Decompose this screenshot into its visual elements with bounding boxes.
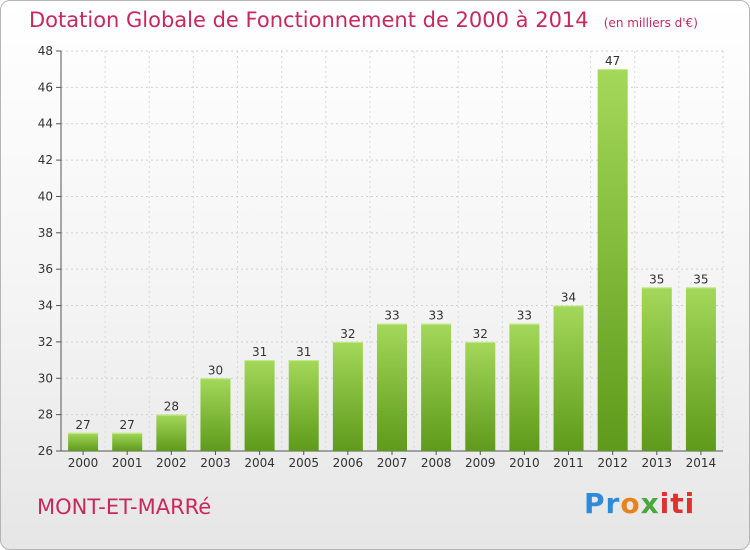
y-tick-label: 44 <box>38 117 53 131</box>
x-tick-label-2012: 2012 <box>597 456 628 470</box>
value-label-2000: 27 <box>75 418 90 432</box>
x-tick-label-2014: 2014 <box>686 456 717 470</box>
y-tick-label: 36 <box>38 262 53 276</box>
x-tick-label-2004: 2004 <box>244 456 275 470</box>
bar-2010 <box>509 323 540 451</box>
y-tick-label: 46 <box>38 80 53 94</box>
x-tick-label-2000: 2000 <box>68 456 99 470</box>
bar-2007 <box>376 323 408 451</box>
value-label-2001: 27 <box>120 418 135 432</box>
bar-2002 <box>156 414 187 451</box>
value-label-2004: 31 <box>252 345 267 359</box>
value-label-2003: 30 <box>208 363 223 377</box>
x-tick-label-2011: 2011 <box>553 456 584 470</box>
value-label-2008: 33 <box>428 309 443 323</box>
y-tick-label: 26 <box>38 444 53 458</box>
value-label-2009: 32 <box>473 327 488 341</box>
value-label-2010: 33 <box>517 309 532 323</box>
logo-part-2: o <box>620 487 641 520</box>
value-label-2005: 31 <box>296 345 311 359</box>
bar-2011 <box>553 305 584 451</box>
x-tick-label-2007: 2007 <box>377 456 408 470</box>
bar-2013 <box>641 287 672 451</box>
labels: 26 28 30 32 34 36 38 40 42 44 46 48 27 2000 27 2001 28 20… <box>38 44 716 470</box>
bar-2006 <box>332 341 363 451</box>
chart-title: Dotation Globale de Fonctionnement de 20… <box>29 8 589 32</box>
bar-2001 <box>112 432 143 451</box>
bar-2012 <box>597 69 628 451</box>
x-tick-label-2006: 2006 <box>333 456 364 470</box>
proxiti-logo[interactable]: Proxiti <box>584 487 695 520</box>
x-tick-label-2013: 2013 <box>642 456 673 470</box>
y-tick-label: 34 <box>38 299 53 313</box>
value-label-2006: 32 <box>340 327 355 341</box>
logo-part-1: Pr <box>584 487 621 520</box>
logo-part-4: iti <box>659 487 696 520</box>
chart-unit-note: (en milliers d'€) <box>603 16 698 30</box>
value-label-2014: 35 <box>693 272 708 286</box>
bar-2003 <box>200 378 231 451</box>
bar-2000 <box>68 432 99 451</box>
value-label-2011: 34 <box>561 291 576 305</box>
x-tick-label-2002: 2002 <box>156 456 187 470</box>
logo-part-3: x <box>640 487 660 520</box>
x-tick-label-2003: 2003 <box>200 456 231 470</box>
bars <box>68 69 716 451</box>
commune-name: MONT-ET-MARRé <box>37 495 212 519</box>
bar-2008 <box>421 323 452 451</box>
y-tick-label: 48 <box>38 44 53 58</box>
bar-2009 <box>465 341 496 451</box>
value-label-2007: 33 <box>384 309 399 323</box>
x-tick-label-2005: 2005 <box>288 456 319 470</box>
title-row: Dotation Globale de Fonctionnement de 20… <box>29 8 698 32</box>
y-tick-label: 28 <box>38 408 53 422</box>
y-tick-label: 30 <box>38 371 53 385</box>
value-label-2013: 35 <box>649 272 664 286</box>
bar-2014 <box>685 287 716 451</box>
y-tick-label: 40 <box>38 189 53 203</box>
bar-2005 <box>288 360 319 451</box>
y-tick-label: 42 <box>38 153 53 167</box>
y-tick-label: 32 <box>38 335 53 349</box>
x-tick-label-2009: 2009 <box>465 456 496 470</box>
x-tick-label-2008: 2008 <box>421 456 452 470</box>
value-label-2002: 28 <box>164 400 179 414</box>
y-tick-label: 38 <box>38 226 53 240</box>
bar-2004 <box>244 360 275 451</box>
value-label-2012: 47 <box>605 54 620 68</box>
x-tick-label-2010: 2010 <box>509 456 540 470</box>
x-tick-label-2001: 2001 <box>112 456 143 470</box>
